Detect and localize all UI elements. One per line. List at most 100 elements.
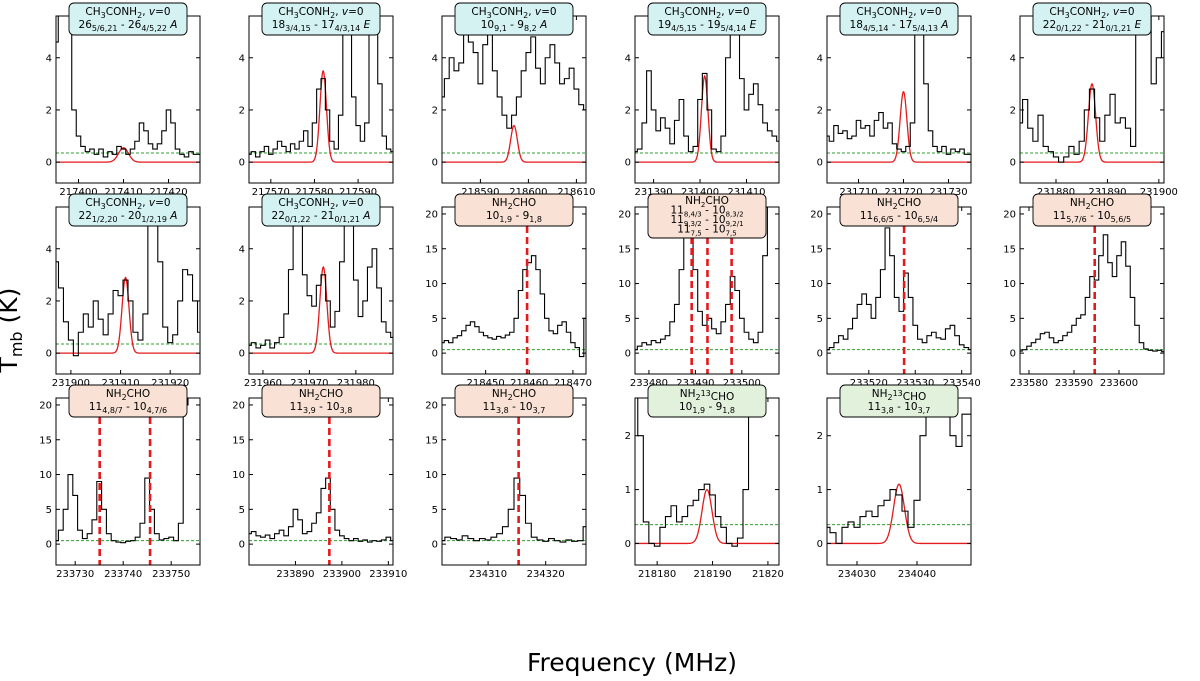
x-tick-label: 231970 (290, 378, 328, 389)
label-segment: - 21 (1082, 19, 1106, 31)
label-segment: CHO (127, 388, 151, 400)
plot-area (827, 398, 971, 545)
label-segment: A (539, 19, 547, 31)
y-tick-label: 5 (432, 314, 438, 325)
y-tick-label: 5 (625, 314, 631, 325)
y-tick-label: 1 (625, 485, 631, 496)
transition-label-box (454, 193, 574, 227)
label-segment: 3,8 (340, 406, 353, 415)
plot-area (56, 398, 200, 565)
transition-label-line: 113,8 - 103,7 (483, 401, 546, 415)
transition-label-box (68, 2, 188, 36)
label-segment: v (342, 6, 349, 18)
label-segment: CONH (106, 6, 137, 18)
label-segment: 4/3,14 (335, 24, 361, 33)
x-tick-label: 233480 (630, 378, 668, 389)
y-tick-label: 10 (810, 279, 823, 290)
y-tick-label: 15 (1003, 244, 1016, 255)
label-segment: 19 (658, 19, 671, 31)
label-segment: 8,4/3 (684, 211, 702, 219)
label-segment: 1/2,20 (92, 215, 118, 224)
label-segment: 11 (483, 401, 496, 413)
x-tick-label: 233490 (676, 378, 714, 389)
label-segment: 3 (101, 11, 106, 20)
panel-frame (441, 206, 587, 375)
spectrum-panel: 233730 233740 233750 0 5 10 15 20 NH2CHO114,8/7 … (39, 384, 201, 580)
transition-label-line: 115,7/6 - 105,6/5 (1053, 210, 1131, 224)
transition-label-line: CH3CONH2, v=0 (85, 6, 170, 20)
label-segment: CH (856, 6, 871, 18)
y-tick-label: 2 (46, 296, 52, 307)
label-segment: 9,1 (494, 24, 507, 33)
label-segment: A (362, 210, 370, 222)
label-segment: 1,9 (692, 406, 705, 415)
y-tick-label: 4 (625, 53, 631, 64)
transition-label-line: 184/5,14 - 175/4,13 A (850, 19, 949, 33)
spectrum-line (827, 398, 971, 544)
x-tick-label: 217410 (104, 187, 142, 198)
x-tick-label: 231900 (52, 378, 90, 389)
x-tick-label: 233910 (369, 569, 407, 580)
label-segment: NH (685, 195, 701, 207)
label-segment: 3 (487, 11, 492, 20)
x-tick-label: 233500 (723, 378, 761, 389)
transition-label-line: NH2CHO (299, 388, 343, 402)
x-tick-label: 233540 (943, 378, 981, 389)
label-segment: 2 (122, 393, 127, 402)
model-fit-line (1020, 82, 1164, 163)
spectrum-line (827, 227, 971, 351)
label-segment: =0 (155, 197, 170, 209)
transition-label-line: NH2CHO (1070, 197, 1114, 211)
label-segment: 0/1,21 (334, 215, 360, 224)
label-segment: CONH (1070, 6, 1101, 18)
y-tick-label: 0 (432, 540, 438, 551)
label-segment: CONH (299, 197, 330, 209)
transition-label-line: CH3CONH2, v=0 (471, 6, 556, 20)
label-segment: NH (680, 388, 696, 400)
panel-frame (1019, 15, 1165, 184)
y-tick-label: 5 (432, 505, 438, 516)
label-segment: - 21 (311, 210, 335, 222)
label-segment: CONH (299, 6, 330, 18)
label-segment: 6,5/4 (918, 215, 939, 224)
transition-label-line: 109,1 - 98,2 A (481, 19, 548, 33)
y-tick-label: 0 (625, 158, 631, 169)
y-tick-label: 4 (1010, 53, 1016, 64)
y-tick-label: 2 (625, 105, 631, 116)
transition-label-line: CH3CONH2, v=0 (278, 197, 363, 211)
label-segment: , (142, 197, 149, 209)
label-segment: CH (471, 6, 486, 18)
label-segment: 4/5,14 (863, 24, 889, 33)
label-segment: 2 (137, 202, 142, 211)
panel-frame (55, 15, 201, 184)
label-segment: 7,5 (691, 230, 702, 238)
spectrum-line (827, 16, 971, 155)
label-segment: 5,6/5 (1111, 215, 1132, 224)
label-segment: - 9 (512, 210, 529, 222)
plot-area (1020, 16, 1164, 163)
y-axis-title-subscript: mb (7, 331, 26, 357)
plot-area (442, 215, 586, 374)
label-segment: NH (492, 197, 508, 209)
plot-area (827, 16, 971, 163)
label-segment: CH (1049, 6, 1064, 18)
spectrum-line (442, 255, 586, 358)
label-segment: CH (85, 6, 100, 18)
label-segment: 11 (670, 214, 683, 226)
label-segment: =0 (926, 6, 941, 18)
label-segment: 3,8 (496, 406, 509, 415)
label-segment: - 10 (123, 401, 147, 413)
label-segment: 1,8 (722, 406, 735, 415)
spectrum-panel: 233480 233490 233500 0 5 10 15 20 NH2CHO118,4/3 … (618, 193, 780, 389)
label-segment: 1/2,19 (141, 215, 167, 224)
y-tick-label: 2 (239, 296, 245, 307)
transition-label-box (1032, 193, 1152, 227)
y-tick-label: 0 (46, 158, 52, 169)
panel-frame (1019, 206, 1165, 375)
x-tick-label: 231960 (244, 378, 282, 389)
